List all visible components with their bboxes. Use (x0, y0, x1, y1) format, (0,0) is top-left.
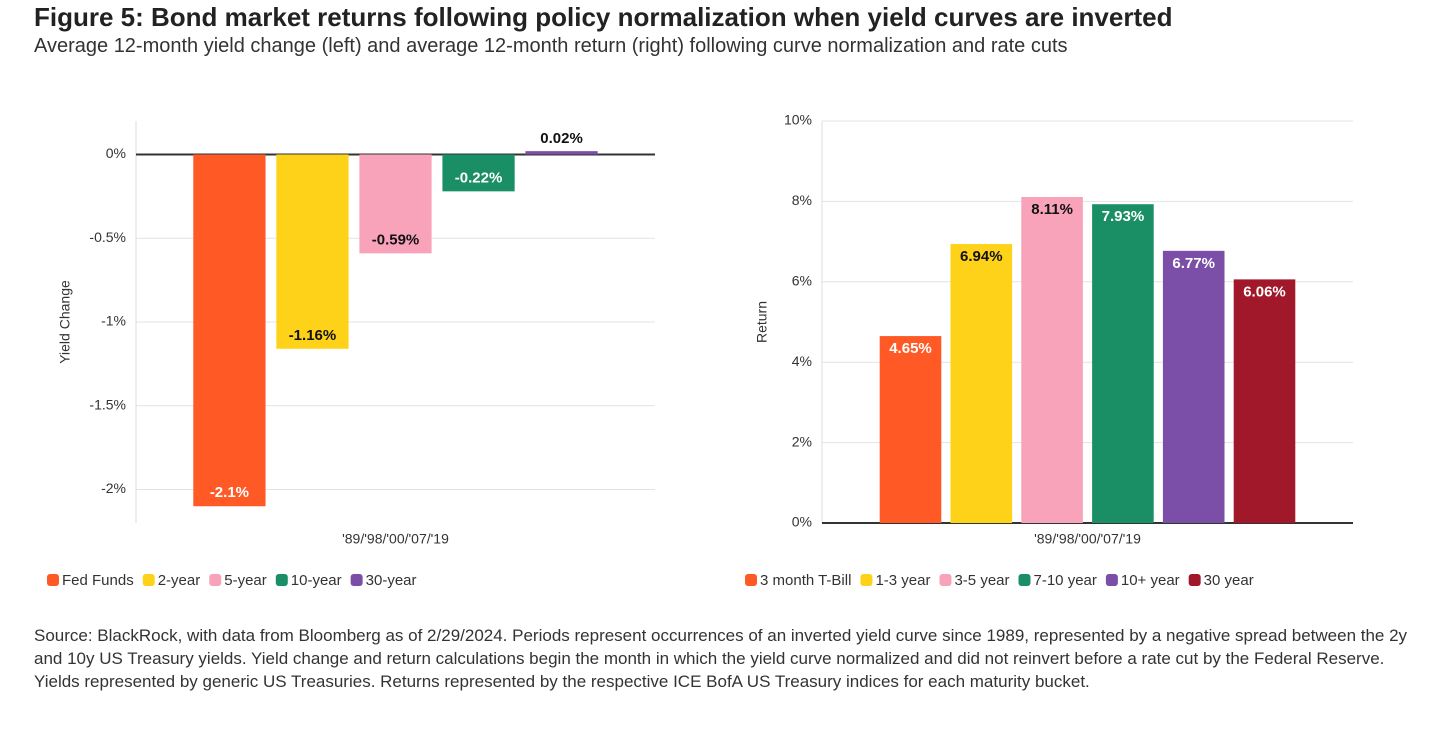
bar (1021, 196, 1083, 523)
legend-swatch (275, 574, 288, 586)
x-tick-label: '89/'98/'00/'07/'19 (1034, 531, 1141, 547)
legend-label: Fed Funds (62, 572, 134, 589)
legend-swatch (860, 574, 873, 586)
legend-label: 2-year (158, 572, 201, 589)
legend-swatch (142, 574, 155, 586)
y-axis-title: Return (754, 301, 770, 343)
title: Figure 5: Bond market returns following … (34, 2, 1173, 32)
value-label: -0.22% (455, 169, 503, 186)
value-label: 0.02% (540, 130, 583, 147)
value-label: 6.94% (960, 248, 1003, 265)
value-label: 4.65% (889, 340, 932, 357)
y-tick-label: 6% (792, 273, 812, 289)
bar (193, 154, 266, 507)
bar (1092, 204, 1154, 524)
legend-label: 3-5 year (954, 572, 1009, 589)
y-tick-label: 10% (784, 112, 812, 128)
bar (359, 154, 432, 254)
y-tick-label: 0% (106, 145, 126, 161)
legend-label: 10-year (291, 572, 342, 589)
value-label: -2.1% (210, 484, 249, 501)
y-tick-label: 2% (792, 433, 812, 449)
legend-swatch (209, 574, 222, 586)
legend-label: 30 year (1204, 572, 1254, 589)
value-label: -0.59% (372, 231, 420, 248)
legend-swatch (1105, 574, 1118, 586)
legend-swatch (1018, 574, 1031, 586)
y-tick-label: 0% (792, 514, 812, 530)
bar (1233, 279, 1296, 523)
bar (276, 154, 349, 349)
y-tick-label: 4% (792, 353, 812, 369)
legend-swatch (939, 574, 952, 586)
legend-label: 7-10 year (1034, 572, 1097, 589)
legend-label: 5-year (224, 572, 267, 589)
legend-swatch (745, 574, 757, 586)
legend-swatch (350, 574, 363, 586)
bar (1162, 250, 1225, 523)
y-tick-label: 8% (792, 192, 812, 208)
y-tick-label: -0.5% (89, 229, 126, 245)
legend-label: 30-year (366, 572, 417, 589)
value-label: 6.77% (1172, 255, 1215, 272)
value-label: -1.16% (289, 327, 337, 344)
x-tick-label: '89/'98/'00/'07/'19 (342, 531, 449, 547)
legend-label: 10+ year (1121, 572, 1180, 589)
bar (442, 154, 515, 192)
bar (950, 244, 1013, 523)
legend-swatch (47, 574, 59, 586)
legend-label: 1-3 year (875, 572, 930, 589)
y-tick-label: -2% (101, 480, 126, 496)
value-label: 7.93% (1102, 208, 1145, 225)
subtitle: Average 12-month yield change (left) and… (34, 35, 1068, 57)
legend-label: 3 month T-Bill (760, 572, 851, 589)
charts: 0% -0.5% -1% -1.5% -2% Yield Change '89/'98/'0… (47, 112, 1353, 589)
source-note: Source: BlackRock, with data from Bloomb… (34, 626, 1408, 691)
y-tick-label: -1.5% (89, 396, 126, 412)
legend-swatch (1188, 574, 1201, 586)
value-label: 8.11% (1031, 201, 1073, 218)
y-axis-title: Yield Change (57, 280, 73, 364)
y-tick-label: -1% (101, 313, 126, 329)
bar (879, 336, 942, 523)
value-label: 6.06% (1243, 283, 1286, 300)
bar (525, 151, 598, 155)
